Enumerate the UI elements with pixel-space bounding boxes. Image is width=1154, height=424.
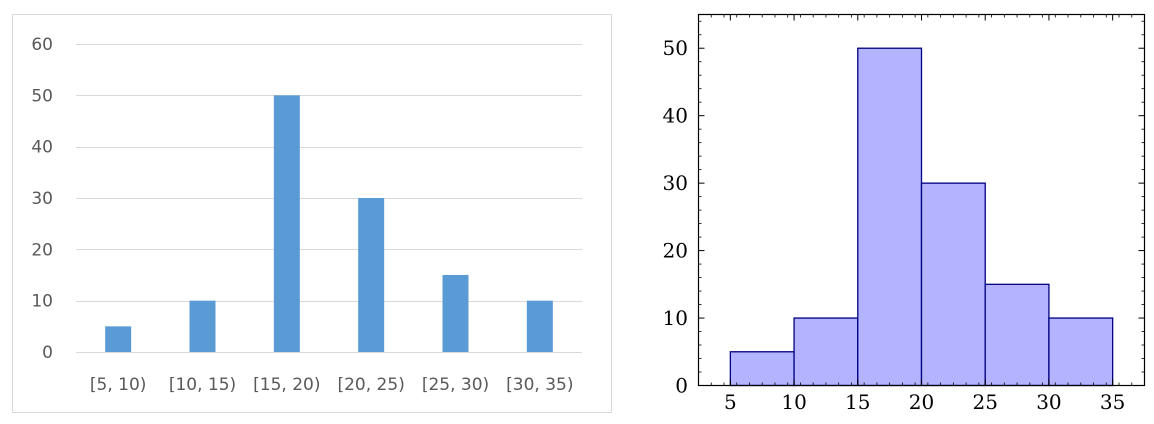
y-tick-label: 30 — [31, 189, 53, 209]
x-tick-label: 5 — [724, 390, 737, 414]
axis-box — [697, 13, 1146, 387]
y-tick-label: 0 — [42, 343, 53, 363]
x-tick-label: [25, 30) — [422, 375, 489, 395]
x-tick-label: [30, 35) — [506, 375, 573, 395]
histogram-bar — [1048, 317, 1114, 387]
bar — [358, 198, 385, 352]
latex-histogram: 0 10 20 30 40 50 5 10 15 20 25 30 35 — [663, 13, 1146, 414]
histogram-bar — [793, 317, 859, 387]
y-tick-label: 60 — [31, 35, 53, 55]
y-tick-label: 30 — [663, 171, 688, 195]
y-tick-label: 50 — [663, 36, 688, 60]
bar — [189, 300, 216, 352]
x-tick-label: 20 — [909, 390, 934, 414]
x-tick-label: 25 — [972, 390, 997, 414]
x-tick-label: 15 — [845, 390, 870, 414]
bar — [442, 275, 469, 352]
bar — [273, 95, 300, 352]
y-tick-label: 50 — [31, 86, 53, 106]
excel-column-chart: 0 10 20 30 40 50 60 [5, 10) [10, 15) [15, 20) [20… — [12, 14, 612, 413]
x-tick-label: [20, 25) — [337, 375, 404, 395]
y-tick-label: 0 — [675, 374, 688, 398]
x-tick-label: 35 — [1100, 390, 1125, 414]
histogram-bar — [729, 351, 795, 387]
y-tick-label: 20 — [663, 239, 688, 263]
x-tick-label: 30 — [1036, 390, 1061, 414]
y-tick-label: 40 — [31, 138, 53, 158]
histogram-bar — [984, 283, 1050, 387]
y-tick-label: 20 — [31, 240, 53, 260]
x-tick-label: [15, 20) — [253, 375, 320, 395]
y-tick-label: 10 — [663, 306, 688, 330]
x-tick-label: [5, 10) — [90, 375, 147, 395]
histogram-bar — [857, 47, 923, 387]
bar — [105, 326, 132, 352]
y-tick-label: 40 — [663, 104, 688, 128]
y-tick-label: 10 — [31, 292, 53, 312]
x-tick-label: [10, 15) — [169, 375, 236, 395]
x-tick-label: 10 — [781, 390, 806, 414]
histogram-bar — [920, 182, 986, 387]
bar — [526, 300, 553, 352]
